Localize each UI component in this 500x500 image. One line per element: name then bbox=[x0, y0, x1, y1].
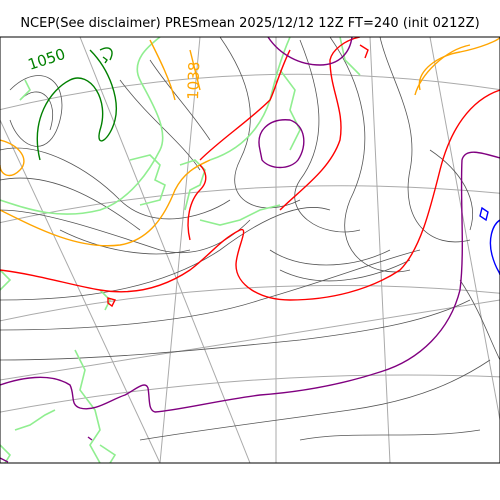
map-title: NCEP(See disclaimer) PRESmean 2025/12/12… bbox=[20, 16, 480, 31]
contour-label-1050: 1050 bbox=[26, 45, 68, 74]
contour-blue bbox=[479, 206, 500, 276]
contour-red bbox=[0, 37, 500, 308]
contour-label-1038: 1038 bbox=[184, 61, 203, 100]
contour-1038 bbox=[0, 37, 500, 247]
coastlines bbox=[0, 37, 361, 463]
isobars bbox=[0, 37, 500, 441]
contour-purple bbox=[0, 37, 500, 463]
graticule-latitudes bbox=[0, 73, 500, 413]
contour-1050 bbox=[36, 47, 117, 161]
plot-frame bbox=[0, 36, 500, 464]
